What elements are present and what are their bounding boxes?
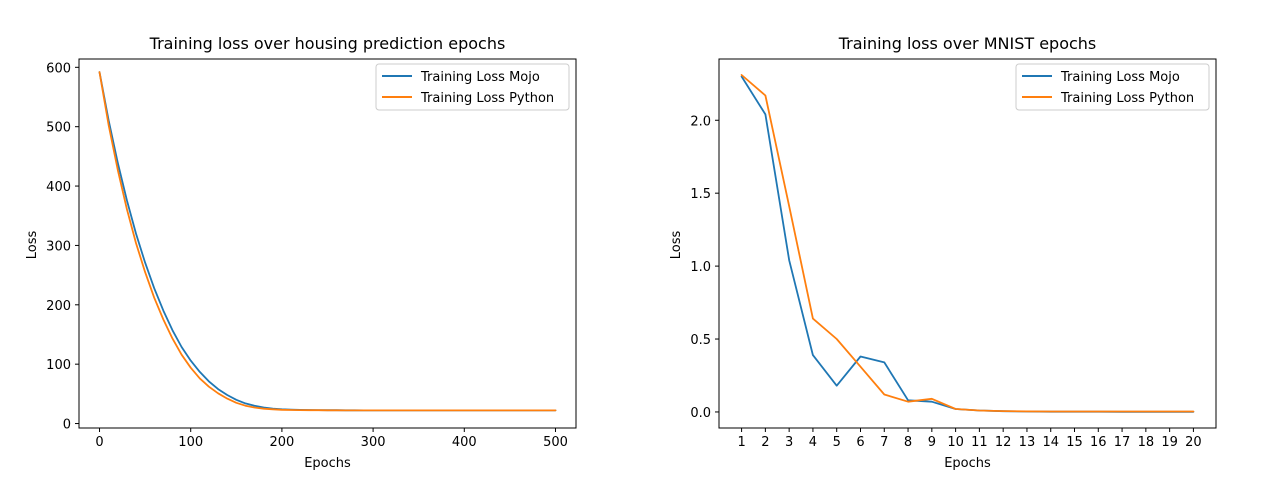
legend-label-mojo: Training Loss Mojo	[1060, 70, 1180, 85]
x-tick-label: 5	[833, 435, 841, 450]
y-axis-label: Loss	[25, 231, 40, 260]
x-tick-label: 400	[452, 435, 477, 450]
y-tick-label: 500	[46, 121, 71, 136]
y-axis-label: Loss	[669, 231, 684, 260]
x-tick-label: 12	[995, 435, 1012, 450]
x-tick-label: 200	[269, 435, 294, 450]
x-tick-label: 7	[880, 435, 888, 450]
y-tick-label: 0	[63, 418, 71, 433]
x-tick-label: 19	[1161, 435, 1178, 450]
y-tick-label: 0.0	[690, 406, 711, 421]
housing-loss-chart: Training loss over housing prediction ep…	[25, 34, 577, 471]
x-tick-label: 16	[1090, 435, 1107, 450]
series-line-python	[98, 71, 557, 412]
mnist-loss-chart: Training loss over MNIST epochs Epochs L…	[669, 34, 1217, 471]
y-tick-label: 1.0	[690, 260, 711, 275]
x-tick-label: 20	[1185, 435, 1202, 450]
x-tick-label: 15	[1066, 435, 1083, 450]
x-tick-label: 9	[928, 435, 936, 450]
legend-box	[1015, 63, 1210, 111]
x-tick-label: 500	[543, 435, 568, 450]
x-tick-label: 11	[971, 435, 988, 450]
x-tick-label: 6	[856, 435, 864, 450]
x-tick-label: 10	[947, 435, 964, 450]
x-tick-label: 2	[761, 435, 769, 450]
legend-label-python: Training Loss Python	[420, 91, 554, 106]
y-tick-label: 2.0	[690, 114, 711, 129]
plot-frame	[78, 58, 577, 429]
x-tick-label: 8	[904, 435, 912, 450]
x-tick-label: 13	[1019, 435, 1036, 450]
series-lines	[98, 71, 557, 412]
x-axis-label: Epochs	[944, 456, 991, 471]
chart-title: Training loss over MNIST epochs	[838, 34, 1097, 53]
ticks: 0 100 200 300 400 500 0 100 200 300 400 500 600	[46, 61, 568, 450]
ticks: 1 2 3 4 5 6 7 8 9 10 11 12 13 14 15 16 17 18 19 200.00.51.0…	[690, 114, 1201, 450]
y-tick-label: 400	[46, 180, 71, 195]
x-tick-label: 100	[178, 435, 203, 450]
legend: Training Loss Mojo Training Loss Python	[1015, 63, 1210, 111]
legend-box	[375, 63, 570, 111]
legend: Training Loss Mojo Training Loss Python	[375, 63, 570, 111]
x-tick-label: 4	[809, 435, 817, 450]
chart-title: Training loss over housing prediction ep…	[149, 34, 506, 53]
x-tick-label: 3	[785, 435, 793, 450]
x-tick-label: 300	[361, 435, 386, 450]
y-tick-label: 200	[46, 299, 71, 314]
legend-label-mojo: Training Loss Mojo	[420, 70, 540, 85]
y-tick-label: 100	[46, 358, 71, 373]
plot-frame	[718, 58, 1217, 429]
x-tick-label: 1	[737, 435, 745, 450]
series-lines	[740, 74, 1195, 413]
x-tick-label: 17	[1114, 435, 1131, 450]
x-tick-label: 14	[1042, 435, 1059, 450]
x-axis-label: Epochs	[304, 456, 351, 471]
series-line-python	[740, 74, 1195, 413]
x-tick-label: 0	[95, 435, 103, 450]
y-tick-label: 600	[46, 61, 71, 76]
x-tick-label: 18	[1138, 435, 1155, 450]
y-tick-label: 0.5	[690, 333, 711, 348]
y-tick-label: 300	[46, 239, 71, 254]
y-tick-label: 1.5	[690, 187, 711, 202]
legend-label-python: Training Loss Python	[1060, 91, 1194, 106]
